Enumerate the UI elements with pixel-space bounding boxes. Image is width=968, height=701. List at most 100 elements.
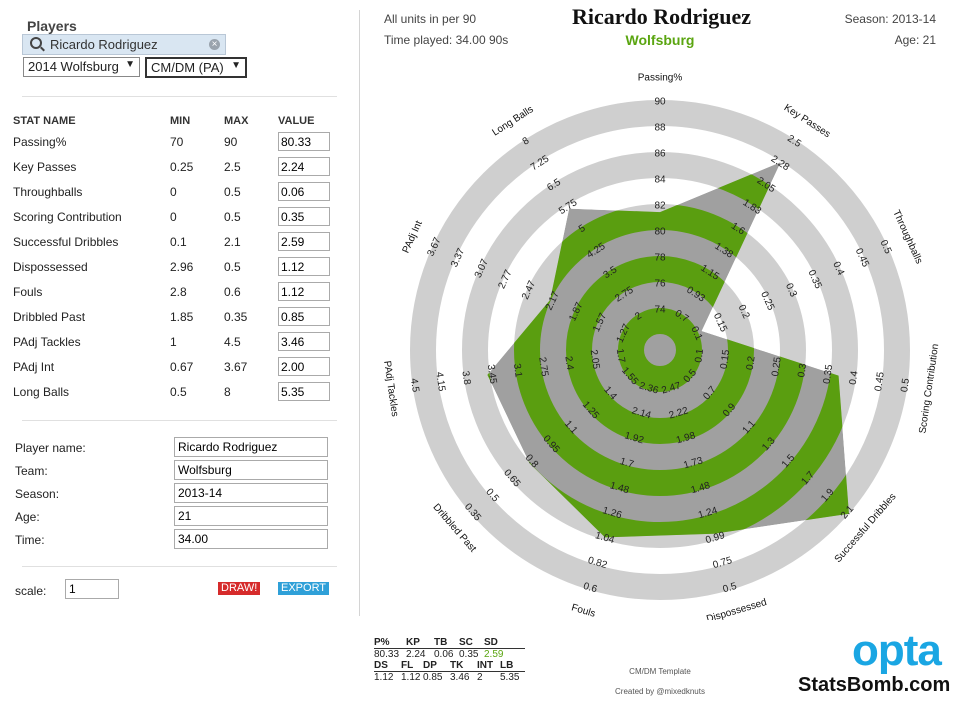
- summary-header: SC: [459, 637, 473, 648]
- stat-max: 2.5: [224, 159, 241, 174]
- radar-axis-label: PAdj Int: [401, 219, 425, 255]
- radar-tick-label: 4.15: [433, 371, 447, 392]
- stat-value-input[interactable]: [278, 232, 330, 251]
- stat-value-cell: [278, 179, 330, 204]
- radar-tick-label: 0.1: [693, 348, 706, 364]
- template-select[interactable]: CM/DM (PA) ▼: [145, 57, 247, 78]
- stat-name: Long Balls: [13, 384, 70, 399]
- stat-row: Dribbled Past 1.85 0.35: [13, 304, 330, 329]
- stat-value-input[interactable]: [278, 157, 330, 176]
- stat-name: Scoring Contribution: [13, 209, 122, 224]
- export-button[interactable]: EXPORT: [278, 582, 330, 595]
- radar-tick-label: 78: [654, 253, 666, 264]
- clear-search-icon[interactable]: ×: [209, 39, 220, 50]
- player-search-input[interactable]: [50, 36, 200, 53]
- draw-button[interactable]: DRAW!: [218, 582, 261, 595]
- stat-max: 0.35: [224, 309, 248, 324]
- time-field[interactable]: [174, 529, 328, 549]
- header-min: MIN: [170, 115, 191, 127]
- stat-value-input[interactable]: [278, 282, 330, 301]
- radar-tick-label: 90: [654, 97, 666, 108]
- stat-min: 2.8: [170, 284, 187, 299]
- dropdown-arrow-icon: ▼: [125, 59, 135, 70]
- summary-value: 5.35: [500, 672, 520, 683]
- dropdown-arrow-icon: ▼: [231, 60, 241, 71]
- radar-tick-label: 4.5: [408, 378, 421, 394]
- stat-value-input[interactable]: [278, 307, 330, 326]
- summary-header: KP: [406, 637, 420, 648]
- season-team-select[interactable]: 2014 Wolfsburg ▼: [23, 57, 140, 77]
- radar-tick-label: 0.25: [770, 356, 784, 377]
- stat-name: Key Passes: [13, 159, 77, 174]
- stat-value-input[interactable]: [278, 357, 330, 376]
- time-played: Time played: 34.00 90s: [384, 33, 509, 47]
- stat-value-input[interactable]: [278, 182, 330, 201]
- template-label: CM/DM Template: [629, 667, 691, 676]
- radar-tick-label: 0.5: [722, 581, 739, 596]
- radar-axis-label: Passing%: [638, 73, 683, 84]
- radar-tick-label: 0.2: [745, 355, 758, 371]
- stat-value-input[interactable]: [278, 132, 330, 151]
- radar-tick-label: 1.48: [609, 480, 631, 496]
- radar-tick-label: 0.5: [899, 377, 912, 393]
- control-panel: Players × 2014 Wolfsburg ▼ CM/DM (PA) ▼ …: [0, 0, 360, 701]
- radar-tick-label: 2.4: [562, 355, 575, 371]
- radar-tick-label: 2.36: [638, 380, 660, 396]
- stat-min: 0: [170, 209, 177, 224]
- stat-min: 0.25: [170, 159, 194, 174]
- stat-name: Fouls: [13, 284, 43, 299]
- stat-value-input[interactable]: [278, 332, 330, 351]
- stat-max: 90: [224, 134, 238, 149]
- radar-tick-label: 0.1: [688, 325, 704, 343]
- summary-header: INT: [477, 660, 494, 671]
- stat-max: 0.5: [224, 209, 241, 224]
- stat-name: Successful Dribbles: [13, 234, 119, 249]
- radar-tick-label: 0.99: [704, 530, 726, 546]
- summary-header-row-2: DS FL DP TK INT LB: [374, 660, 525, 672]
- stat-value-input[interactable]: [278, 207, 330, 226]
- stat-value-cell: [278, 354, 330, 379]
- age-field[interactable]: [174, 506, 328, 526]
- radar-tick-label: 0.3: [796, 362, 809, 378]
- radar-axis-label: Fouls: [570, 602, 597, 619]
- scale-field[interactable]: [65, 579, 119, 599]
- summary-header: LB: [500, 660, 514, 671]
- radar-tick-label: 0.3: [783, 282, 799, 300]
- stat-value-cell: [278, 129, 330, 154]
- radar-tick-label: 1.7: [614, 348, 627, 364]
- radar-axis-label: Long Balls: [490, 104, 535, 139]
- season-label: Season:: [15, 487, 60, 501]
- search-icon: [30, 37, 42, 49]
- radar-tick-label: 0.45: [873, 371, 887, 392]
- radar-tick-label: 0.35: [822, 363, 836, 384]
- radar-tick-label: 88: [654, 123, 666, 134]
- stats-table-header: STAT NAME MIN MAX VALUE: [13, 113, 330, 129]
- radar-tick-label: 0.15: [719, 349, 733, 370]
- stat-value-input[interactable]: [278, 257, 330, 276]
- radar-tick-label: 1.7: [618, 456, 635, 471]
- player-name-label: Player name:: [15, 441, 86, 455]
- team-field[interactable]: [174, 460, 328, 480]
- stat-max: 0.6: [224, 284, 241, 299]
- stat-value-cell: [278, 229, 330, 254]
- scale-label: scale:: [15, 584, 47, 598]
- summary-value: 80.33: [374, 649, 400, 660]
- stat-max: 2.1: [224, 234, 241, 249]
- radar-tick-label: 3.8: [459, 370, 472, 386]
- player-name-field[interactable]: [174, 437, 328, 457]
- radar-ring: [410, 100, 910, 600]
- stat-name: PAdj Int: [13, 359, 55, 374]
- summary-value: 0.06: [434, 649, 454, 660]
- stat-max: 4.5: [224, 334, 241, 349]
- stat-row: PAdj Tackles 1 4.5: [13, 329, 330, 354]
- season-text: Season: 2013-14: [844, 12, 936, 26]
- player-search[interactable]: ×: [22, 34, 226, 55]
- stat-row: Key Passes 0.25 2.5: [13, 154, 330, 179]
- radar-tick-label: 0.2: [736, 303, 752, 321]
- stat-value-input[interactable]: [278, 382, 330, 401]
- summary-header: DS: [374, 660, 388, 671]
- season-field[interactable]: [174, 483, 328, 503]
- stat-min: 2.96: [170, 259, 194, 274]
- summary-value-row-1: 80.33 2.24 0.06 0.35 2.59: [374, 649, 525, 660]
- radar-tick-label: 0.6: [582, 581, 599, 596]
